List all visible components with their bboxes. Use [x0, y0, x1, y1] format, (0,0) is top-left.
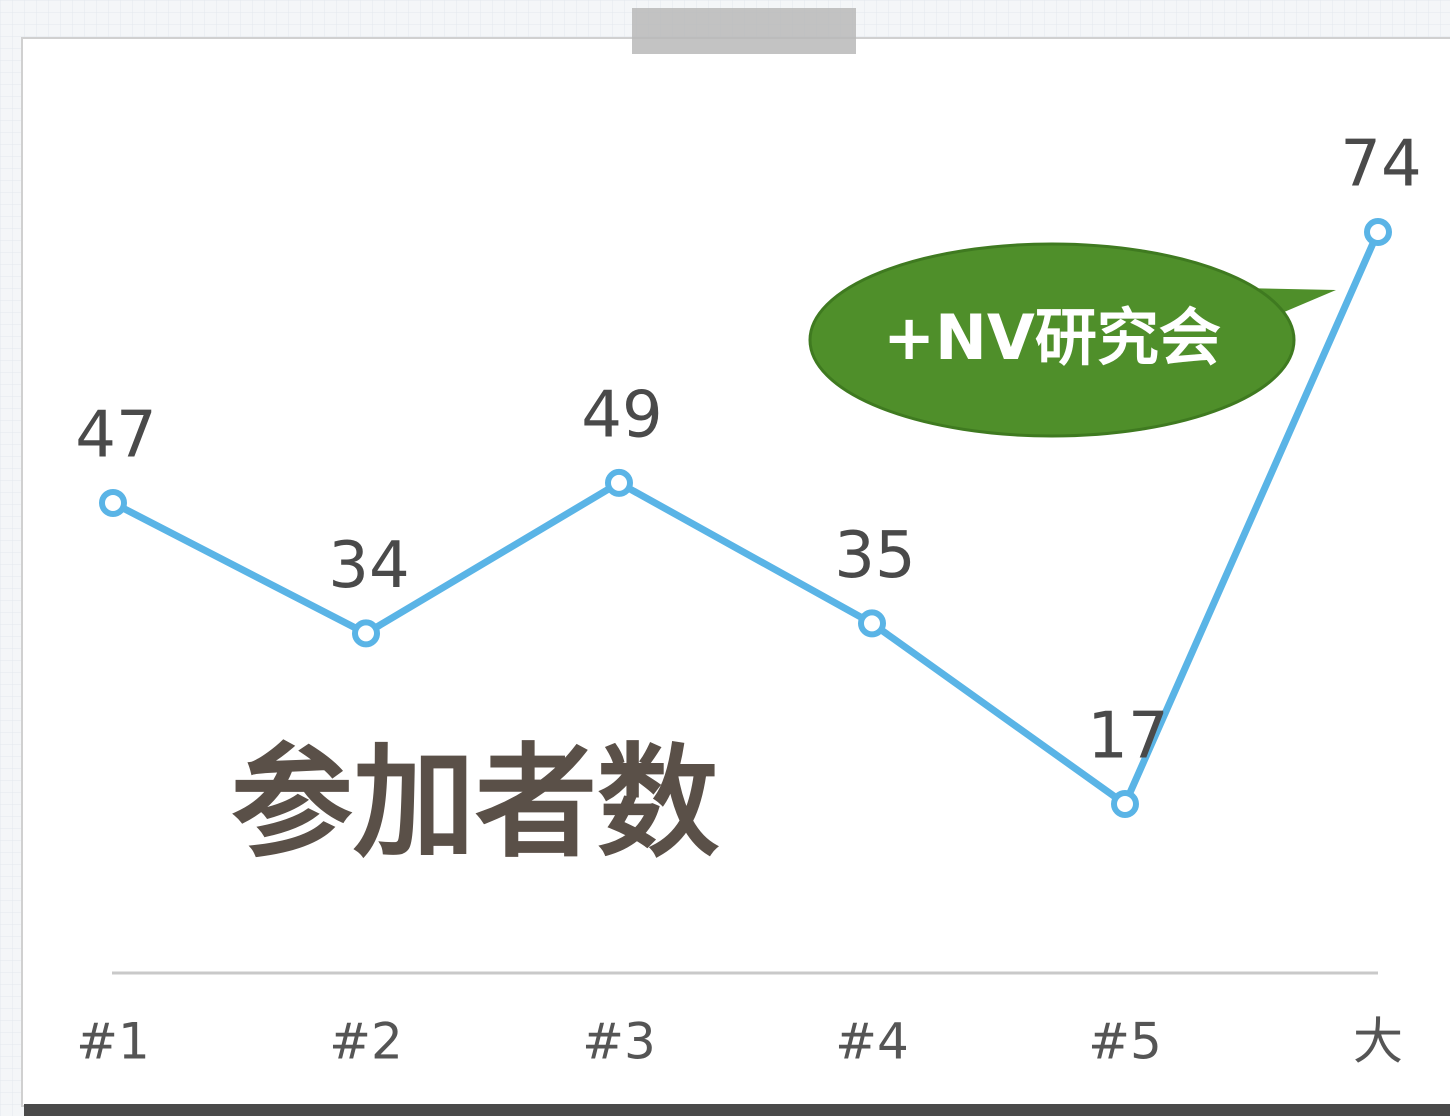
value-label: 35 [834, 519, 915, 593]
point [608, 472, 630, 494]
x-tick-label: #4 [835, 1013, 909, 1071]
value-label: 74 [1340, 128, 1421, 202]
x-tick-label: #2 [329, 1013, 403, 1071]
x-tick-label: 大 [1353, 1013, 1403, 1071]
point [1367, 221, 1389, 243]
value-label: 17 [1087, 700, 1168, 774]
value-label: 49 [581, 378, 662, 452]
chart-title: 参加者数 [231, 732, 719, 874]
point [355, 622, 377, 644]
card-shadow [24, 1104, 1450, 1116]
x-tick-label: #5 [1088, 1013, 1162, 1071]
tape [632, 8, 856, 54]
point [102, 492, 124, 514]
point [861, 612, 883, 634]
value-label: 47 [75, 399, 156, 473]
annotation: +NV研究会 [883, 301, 1221, 374]
x-tick-label: #3 [582, 1013, 656, 1071]
chart: 参加者数 +NV研究会 47 34 49 35 17 74 #1 #2 #3 #4 #5 大 [0, 0, 1450, 1116]
x-tick-label: #1 [76, 1013, 150, 1071]
value-label: 34 [328, 529, 409, 603]
card [22, 38, 1450, 1106]
point [1114, 793, 1136, 815]
